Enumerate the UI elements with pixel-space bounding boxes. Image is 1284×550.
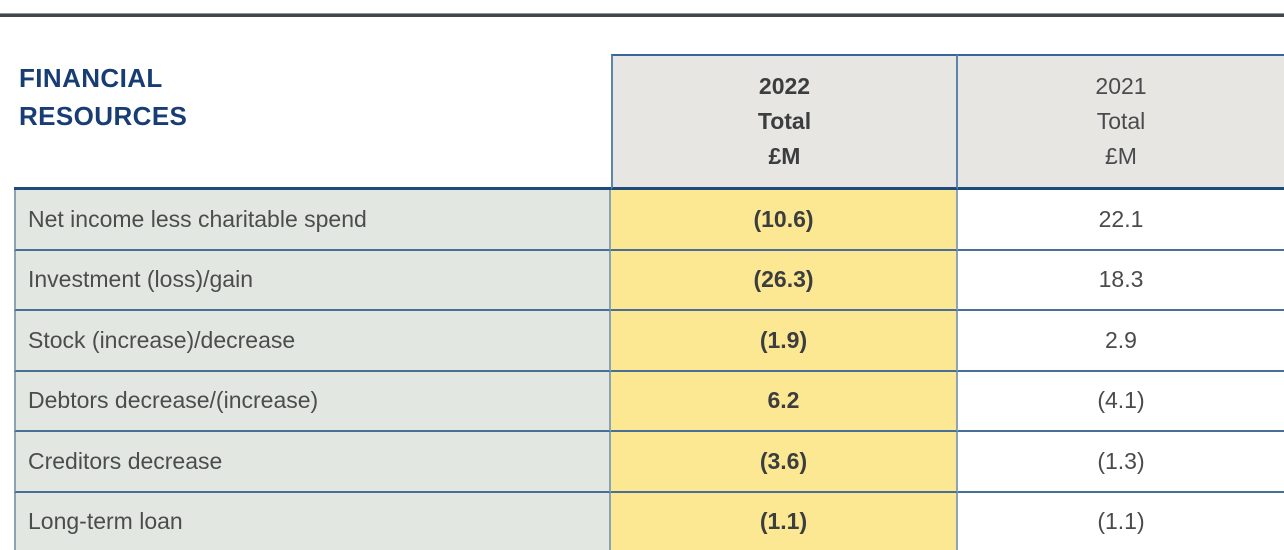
row-label: Net income less charitable spend [14, 190, 611, 251]
row-label: Creditors decrease [14, 432, 611, 493]
value-2021: (1.3) [958, 432, 1284, 493]
value-2021: 18.3 [958, 250, 1284, 311]
section-title: FINANCIAL RESOURCES [19, 59, 611, 135]
column-header-2022: 2022 Total £M [611, 54, 958, 190]
top-divider-line [0, 13, 1284, 17]
column-year-2021: 2021 [1095, 73, 1147, 99]
value-2022: (1.1) [611, 492, 958, 550]
column-header-2021: 2021 Total £M [958, 54, 1284, 190]
column-sub-2022: Total [757, 108, 812, 134]
row-label: Debtors decrease/(increase) [14, 371, 611, 432]
value-2022: (26.3) [611, 250, 958, 311]
value-2021: (1.1) [958, 492, 1284, 550]
section-title-line2: RESOURCES [19, 101, 188, 131]
column-unit-2021: £M [1105, 143, 1137, 169]
section-title-line1: FINANCIAL [19, 63, 163, 93]
value-2021: (4.1) [958, 371, 1284, 432]
row-label: Investment (loss)/gain [14, 250, 611, 311]
column-unit-2022: £M [768, 143, 801, 169]
value-2021: 2.9 [958, 311, 1284, 372]
value-2022: (1.9) [611, 311, 958, 372]
table-title-cell: FINANCIAL RESOURCES [14, 54, 611, 190]
financial-resources-table: FINANCIAL RESOURCES 2022 Total £M 2021 T… [14, 54, 1284, 550]
column-year-2022: 2022 [758, 73, 811, 99]
value-2022: (3.6) [611, 432, 958, 493]
row-label: Long-term loan [14, 492, 611, 550]
column-sub-2021: Total [1096, 108, 1146, 134]
value-2021: 22.1 [958, 190, 1284, 251]
value-2022: (10.6) [611, 190, 958, 251]
value-2022: 6.2 [611, 371, 958, 432]
row-label: Stock (increase)/decrease [14, 311, 611, 372]
